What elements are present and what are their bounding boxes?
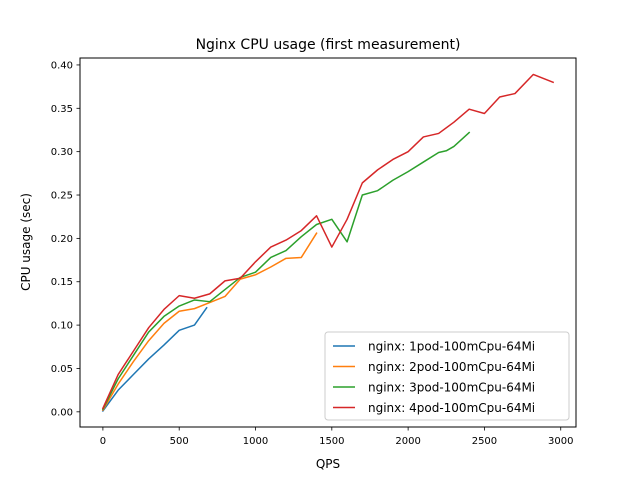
x-tick-label: 2500 [472,436,497,447]
series-line-4 [101,73,555,410]
y-axis-label: CPU usage (sec) [19,193,33,291]
series-line-3 [101,131,471,411]
x-tick-label: 2000 [395,436,420,447]
plot-lines [101,73,555,413]
y-tick-label: 0.30 [51,147,73,158]
legend: nginx: 1pod-100mCpu-64Mi nginx: 2pod-100m… [324,331,570,421]
x-tick-label: 1000 [243,436,268,447]
legend-box [324,331,570,421]
x-tick-label: 1500 [319,436,344,447]
legend-label-1: nginx: 1pod-100mCpu-64Mi [368,340,535,354]
series-line-2 [101,232,318,412]
y-tick-label: 0.10 [51,321,73,332]
x-tick-label: 3000 [548,436,573,447]
x-tick-label: 500 [170,436,189,447]
y-tick-label: 0.15 [51,277,73,288]
chart-title: Nginx CPU usage (first measurement) [196,37,461,53]
y-tick-label: 0.40 [51,60,73,71]
y-tick-label: 0.35 [51,104,73,115]
y-tick-label: 0.25 [51,191,73,202]
y-axis: 0.00 0.05 0.10 0.15 0.20 0.25 0.30 0.35 0.40 [51,60,80,418]
legend-label-3: nginx: 3pod-100mCpu-64Mi [368,381,535,395]
y-tick-label: 0.00 [51,407,73,418]
legend-label-4: nginx: 4pod-100mCpu-64Mi [368,401,535,415]
x-tick-label: 0 [100,436,106,447]
x-axis-label: QPS [316,457,340,471]
series-line-1 [101,306,208,413]
x-axis: 0 500 1000 1500 2000 2500 3000 [100,427,573,447]
legend-label-2: nginx: 2pod-100mCpu-64Mi [368,360,535,374]
y-tick-label: 0.20 [51,234,73,245]
y-tick-label: 0.05 [51,364,73,375]
axes-frame [79,57,577,428]
